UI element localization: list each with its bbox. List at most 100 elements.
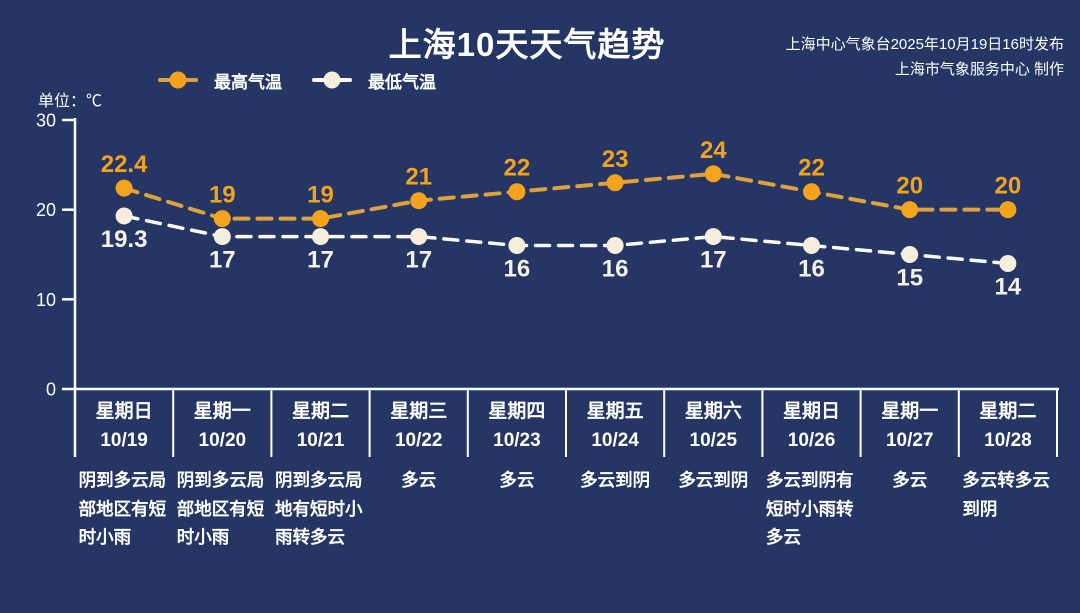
high-temp-point [606, 174, 624, 192]
high-temp-value-label: 19 [307, 182, 334, 209]
high-temp-value-label: 19 [209, 182, 236, 209]
low-temp-value-label: 17 [405, 247, 432, 274]
low-temp-value-label: 14 [995, 273, 1022, 300]
high-temp-value-label: 24 [700, 137, 727, 164]
day-column: 星期一 10/27 多云 [861, 397, 959, 552]
day-date-label: 10/20 [198, 430, 247, 451]
day-weather-text: 多云到阴有短时小雨转多云 [766, 470, 854, 547]
y-axis-tick-label: 30 [36, 111, 56, 131]
low-temp-value-label: 15 [896, 265, 923, 292]
low-temp-point [115, 207, 133, 225]
y-axis-tick-label: 10 [36, 290, 56, 310]
high-temp-point [704, 165, 722, 183]
high-temp-value-label: 23 [602, 146, 629, 173]
high-temp-point [901, 201, 919, 219]
legend-label-high-temp: 最高气温 [214, 72, 282, 92]
day-date-label: 10/25 [689, 430, 738, 451]
high-temp-value-label: 20 [896, 173, 923, 200]
low-temp-value-label: 19.3 [101, 226, 148, 253]
legend-item-low-temp: 最低气温 [312, 68, 436, 93]
publisher-line2: 上海市气象服务中心 制作 [894, 61, 1064, 78]
day-weekday-label: 星期一 [881, 401, 939, 422]
day-weekday-label: 星期三 [390, 401, 448, 422]
low-temp-line [122, 214, 1010, 266]
legend-item-high-temp: 最高气温 [158, 68, 282, 93]
high-temp-legend-marker-icon [158, 71, 198, 89]
low-temp-point [508, 237, 526, 255]
legend-label-low-temp: 最低气温 [368, 72, 436, 92]
low-temp-point [999, 254, 1017, 272]
high-temp-point [312, 210, 329, 228]
day-column: 星期二 10/21 阴到多云局地有短时小雨转多云 [271, 397, 369, 552]
day-weather-text: 多云 [499, 470, 535, 490]
low-temp-value-label: 16 [602, 256, 629, 283]
high-temp-value-label: 22 [504, 155, 531, 182]
day-column: 星期五 10/24 多云到阴 [566, 397, 664, 552]
day-weather-text: 阴到多云局部地区有短时小雨 [78, 470, 167, 547]
y-axis-tick-label: 0 [46, 380, 56, 400]
chart-legend: 最高气温 最低气温 [158, 68, 436, 92]
low-temp-point [312, 228, 329, 246]
day-column: 星期二 10/28 多云转多云到阴 [959, 397, 1057, 552]
day-weekday-label: 星期一 [193, 401, 251, 422]
low-temp-point [213, 228, 231, 246]
day-weather-text: 多云到阴 [580, 470, 651, 490]
y-axis-tick-label: 20 [36, 200, 56, 220]
publisher-info: 上海中心气象台2025年10月19日16时发布 上海市气象服务中心 制作 [786, 32, 1064, 82]
low-temp-point [704, 228, 722, 246]
low-temp-value-label: 16 [798, 256, 825, 283]
day-column: 星期一 10/20 阴到多云局部地区有短时小雨 [173, 397, 271, 552]
day-weekday-label: 星期四 [488, 401, 546, 422]
day-date-label: 10/21 [296, 430, 345, 451]
day-weekday-label: 星期六 [684, 401, 742, 422]
high-temp-point [803, 183, 820, 201]
day-date-label: 10/22 [394, 430, 443, 451]
high-temp-point [508, 183, 526, 201]
low-temp-legend-marker-icon [312, 71, 352, 89]
high-temp-point [410, 192, 428, 210]
low-temp-value-label: 17 [307, 247, 334, 274]
day-weekday-label: 星期日 [95, 401, 153, 422]
day-column: 星期四 10/23 多云 [468, 397, 566, 552]
day-weather-text: 阴到多云局地有短时小雨转多云 [275, 470, 363, 547]
day-date-label: 10/23 [493, 430, 541, 451]
high-temp-value-label: 21 [405, 164, 432, 191]
day-weekday-label: 星期二 [292, 401, 350, 422]
day-date-label: 10/28 [984, 430, 1032, 451]
high-temp-value-label: 22.4 [101, 151, 148, 178]
day-column: 星期六 10/25 多云到阴 [664, 397, 762, 552]
day-date-label: 10/26 [787, 430, 836, 451]
low-temp-point [803, 237, 820, 255]
day-weekday-label: 星期五 [586, 401, 644, 422]
day-weather-text: 多云 [401, 470, 437, 490]
low-temp-point [901, 246, 919, 263]
low-temp-value-label: 16 [504, 256, 531, 283]
low-temp-point [606, 237, 624, 255]
day-column: 星期三 10/22 多云 [370, 397, 468, 552]
day-weather-text: 多云转多云到阴 [962, 470, 1050, 519]
high-temp-value-label: 20 [995, 173, 1022, 200]
day-date-label: 10/19 [100, 430, 148, 451]
high-temp-line [122, 171, 1010, 221]
day-weather-text: 多云到阴 [678, 470, 749, 490]
day-weather-text: 阴到多云局部地区有短时小雨 [176, 470, 265, 547]
high-temp-point [115, 179, 133, 197]
high-temp-value-label: 22 [798, 155, 825, 182]
publisher-line1: 上海中心气象台2025年10月19日16时发布 [785, 36, 1064, 53]
unit-label: 单位：℃ [38, 93, 103, 110]
day-columns: 星期日 10/19 阴到多云局部地区有短时小雨 星期一 10/20 阴到多云局部地区有短时… [75, 397, 1057, 552]
day-weather-text: 多云 [892, 470, 928, 490]
high-temp-point [999, 201, 1017, 219]
day-column: 星期日 10/19 阴到多云局部地区有短时小雨 [75, 397, 173, 552]
day-date-label: 10/27 [885, 430, 934, 451]
day-weekday-label: 星期日 [783, 401, 841, 422]
day-date-label: 10/24 [591, 430, 639, 451]
low-temp-value-label: 17 [700, 247, 727, 274]
day-weekday-label: 星期二 [979, 401, 1037, 422]
day-column: 星期日 10/26 多云到阴有短时小雨转多云 [762, 397, 860, 552]
low-temp-value-label: 17 [209, 247, 236, 274]
low-temp-point [410, 228, 428, 246]
high-temp-point [213, 210, 231, 228]
